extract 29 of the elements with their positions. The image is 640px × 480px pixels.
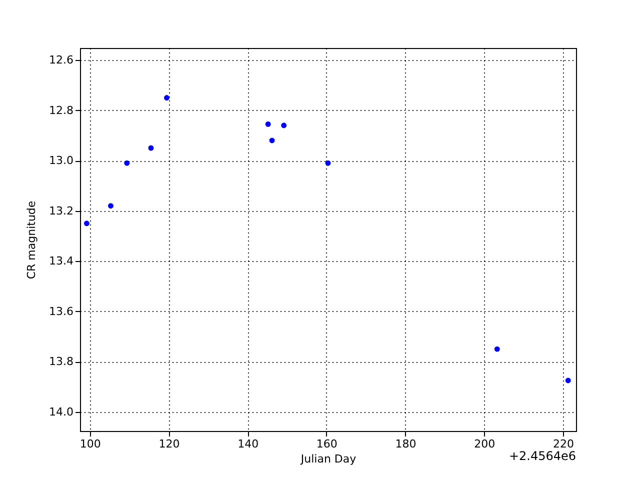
point	[265, 121, 271, 127]
x-tick-label: 120	[158, 438, 180, 450]
y-tick-label: 12.8	[49, 104, 74, 117]
x-tick-label: 200	[474, 438, 496, 450]
point	[269, 138, 275, 144]
x-tick-label: 140	[238, 438, 259, 450]
y-tick-label: 14.0	[49, 405, 74, 418]
point	[108, 203, 114, 209]
x-tick-label: 220	[552, 438, 574, 450]
y-tick-label: 13.0	[49, 154, 74, 168]
y-axis-title: CR magnitude	[25, 200, 38, 280]
x-tick-label: 160	[316, 438, 338, 450]
y-tick-label: 12.6	[49, 54, 74, 67]
y-tick-label: 13.2	[49, 204, 74, 218]
point	[148, 145, 154, 151]
point	[84, 220, 90, 226]
point	[281, 122, 287, 128]
point	[124, 160, 130, 166]
x-tick-label: 100	[80, 438, 101, 450]
point	[565, 378, 571, 384]
x-axis-title: Julian Day	[300, 452, 357, 466]
point	[325, 160, 331, 166]
point	[494, 346, 500, 352]
x-tick-label: 180	[395, 438, 416, 450]
point	[164, 95, 170, 100]
y-tick-label: 13.6	[49, 304, 74, 318]
text: +2.4564e6	[508, 449, 576, 463]
y-tick-label: 13.8	[49, 355, 74, 368]
y-tick-label: 13.4	[49, 254, 74, 268]
